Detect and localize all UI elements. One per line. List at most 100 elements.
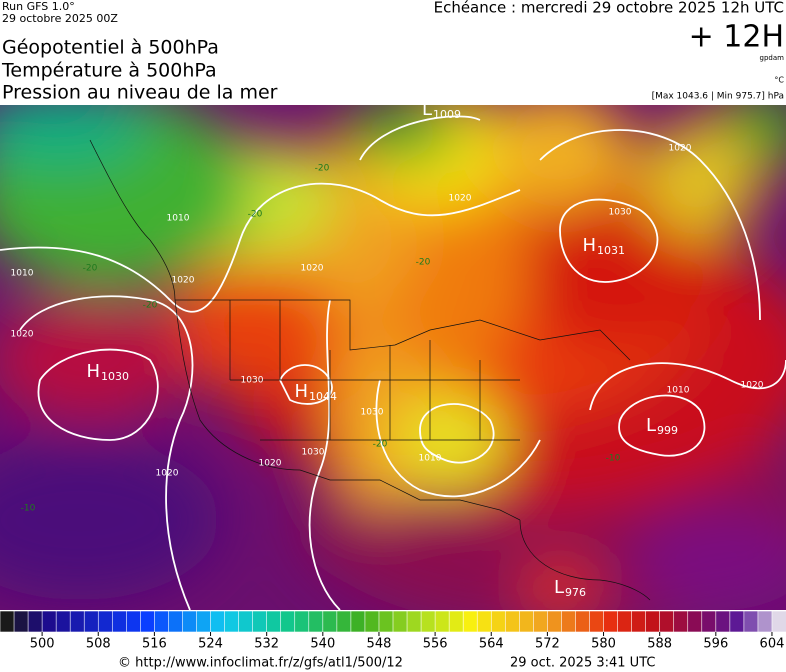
colorbar-swatch — [238, 610, 254, 633]
center-letter: H — [294, 381, 308, 402]
center-pressure: 1009 — [433, 108, 461, 121]
colorbar-swatch — [168, 610, 184, 633]
center-letter: H — [86, 361, 100, 382]
colorbar-swatch — [69, 610, 86, 633]
colorbar-swatch — [701, 610, 717, 633]
colorbar-swatch — [575, 610, 591, 633]
isobar-label: 1030 — [361, 408, 384, 418]
center-pressure: 976 — [565, 586, 586, 599]
center-letter: L — [554, 577, 564, 598]
colorbar-label: 556 — [423, 637, 448, 652]
center-letter: L — [646, 415, 656, 436]
colorbar-label: 532 — [254, 637, 279, 652]
isobar-label: 1020 — [449, 194, 472, 204]
colorbar-swatch — [687, 610, 703, 633]
colorbar-label: 588 — [647, 637, 672, 652]
colorbar-swatch — [0, 610, 15, 633]
colorbar-swatch — [294, 610, 310, 633]
temperature-label: -20 — [143, 301, 158, 311]
temperature-label: -20 — [248, 210, 263, 220]
colorbar-swatch — [533, 610, 549, 633]
colorbar-swatch — [757, 610, 773, 633]
center-pressure: 999 — [657, 424, 678, 437]
colorbar-swatch — [308, 610, 324, 633]
colorbar-swatch — [196, 610, 212, 633]
colorbar-swatch — [126, 610, 142, 633]
isobar-label: 1030 — [241, 376, 264, 386]
unit-label: °C — [774, 76, 784, 85]
isobar-label: 1020 — [11, 330, 34, 340]
isobar-label: 1010 — [167, 214, 190, 224]
colorbar-swatch — [490, 610, 507, 633]
colorbar-swatch — [589, 610, 605, 633]
colorbar-swatch — [350, 610, 366, 633]
render-time: 29 oct. 2025 3:41 UTC — [510, 656, 655, 671]
isobar-label: 1010 — [667, 386, 690, 396]
center-letter: L — [422, 99, 432, 120]
valid-time: Echéance : mercredi 29 octobre 2025 12h … — [434, 0, 784, 17]
colorbar-label: 596 — [703, 637, 728, 652]
isobar-label: 1020 — [741, 381, 764, 391]
center-pressure: 1030 — [101, 370, 129, 383]
colorbar-swatch — [55, 610, 71, 633]
colorbar-swatch — [504, 610, 521, 633]
field-title: Pression au niveau de la mer — [2, 82, 278, 104]
colorbar-label: 540 — [310, 637, 335, 652]
colorbar-swatch — [13, 610, 29, 633]
isobar-label: 1030 — [609, 208, 632, 218]
temperature-label: -10 — [21, 504, 36, 514]
colorbar-swatch — [462, 610, 479, 633]
temperature-label: -20 — [83, 264, 98, 274]
unit-label: gpdam — [760, 54, 785, 62]
temperature-label: -20 — [373, 440, 388, 450]
colorbar-swatch — [743, 610, 759, 633]
temperature-label: -20 — [416, 258, 431, 268]
colorbar-swatch — [547, 610, 563, 633]
run-date: 29 octobre 2025 00Z — [2, 12, 118, 25]
colorbar-label: 508 — [86, 637, 111, 652]
colorbar-swatch — [111, 610, 128, 633]
colorbar-swatch — [97, 610, 114, 633]
colorbar-swatch — [448, 610, 464, 633]
map-field — [0, 105, 786, 610]
colorbar-label: 500 — [30, 637, 55, 652]
colorbar-swatch — [561, 610, 577, 633]
colorbar-label: 516 — [142, 637, 167, 652]
colorbar-swatch — [83, 610, 100, 633]
center-letter: H — [582, 235, 596, 256]
colorbar-swatch — [673, 610, 689, 633]
colorbar-swatch — [645, 610, 661, 633]
isobar-label: 1030 — [302, 448, 325, 458]
field-title: Géopotentiel à 500hPa — [2, 37, 219, 59]
field-title: Température à 500hPa — [1, 60, 217, 82]
colorbar-swatch — [617, 610, 633, 633]
colorbar-swatch — [378, 610, 394, 633]
temperature-label: -20 — [315, 164, 330, 174]
colorbar-swatch — [140, 610, 156, 633]
temperature-label: -10 — [606, 454, 621, 464]
isobars — [0, 115, 786, 610]
colorbar-swatch — [182, 610, 198, 633]
colorbar-swatch — [280, 610, 296, 633]
colorbar-label: 572 — [535, 637, 560, 652]
isobar-label: 1010 — [419, 454, 442, 464]
borders — [89, 139, 651, 601]
isobar-label: 1020 — [669, 144, 692, 154]
isobar-label: 1020 — [301, 264, 324, 274]
colorbar-label: 524 — [198, 637, 223, 652]
colorbar-swatch — [476, 610, 493, 633]
colorbar-swatch — [434, 610, 450, 633]
colorbar-swatch — [252, 610, 268, 633]
colorbar-swatch — [210, 610, 226, 633]
colorbar-swatch — [266, 610, 282, 633]
colorbar-swatch — [41, 610, 57, 633]
colorbar-swatch — [406, 610, 422, 633]
isobar-label: 1020 — [156, 469, 179, 479]
colorbar-swatch — [322, 610, 338, 633]
center-pressure: 1044 — [309, 390, 337, 403]
colorbar-swatch — [771, 610, 786, 633]
colorbar-swatch — [659, 610, 675, 633]
isobar-label: 1010 — [11, 269, 34, 279]
